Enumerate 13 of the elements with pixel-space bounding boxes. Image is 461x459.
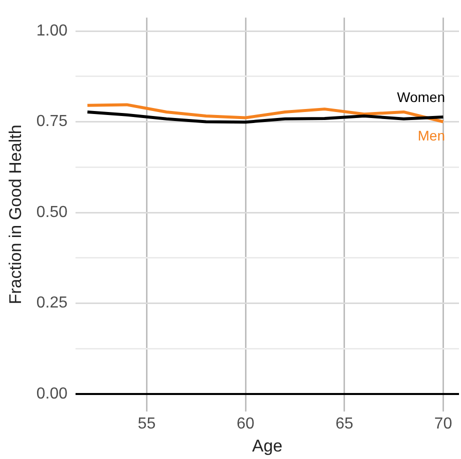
x-tick-label: 55 [138,415,156,432]
y-tick-label: 1.00 [36,22,68,40]
x-tick-label: 70 [434,415,452,432]
y-tick-label: 0.50 [36,204,68,221]
y-axis-title: Fraction in Good Health [6,124,25,304]
x-tick-label: 60 [236,415,255,432]
series-label: Women [397,88,445,105]
y-tick-label: 0.75 [36,113,68,130]
x-axis-title: Age [252,436,282,456]
series-label: Men [418,128,445,144]
x-tick-label: 65 [335,415,354,432]
y-tick-label: 0.00 [36,385,68,402]
y-tick-label: 0.25 [36,294,68,312]
